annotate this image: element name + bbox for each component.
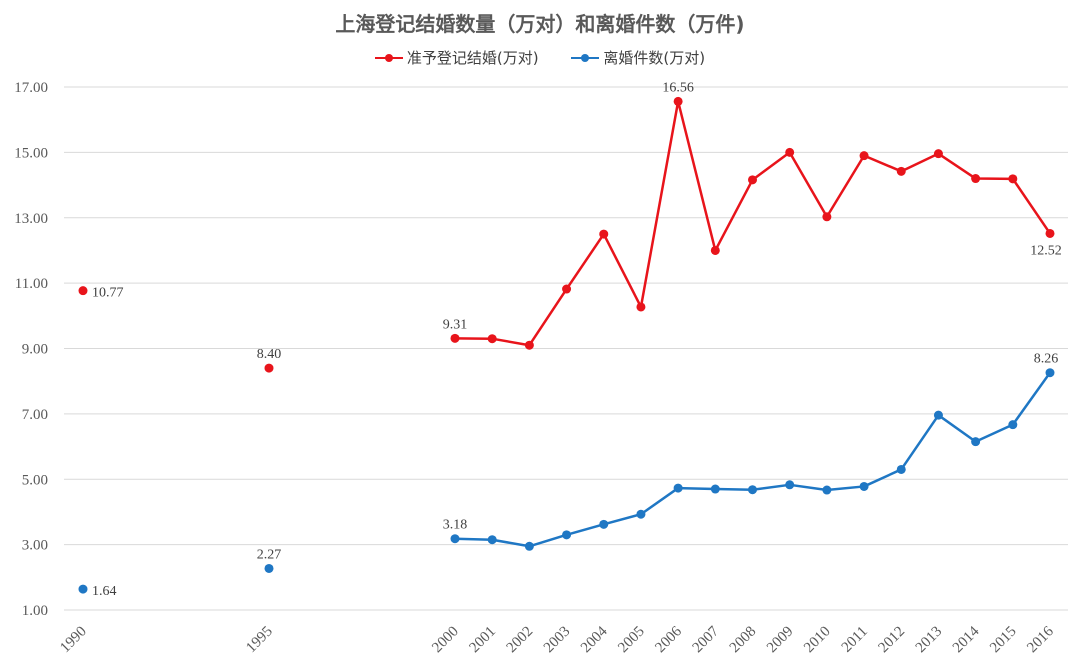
x-tick-label: 2008 xyxy=(727,624,760,657)
data-point xyxy=(487,535,497,545)
data-point xyxy=(487,334,497,344)
data-label: 1.64 xyxy=(92,584,117,599)
y-tick-label: 7.00 xyxy=(22,407,48,423)
data-point xyxy=(859,151,869,161)
data-point xyxy=(599,229,609,239)
y-tick-label: 1.00 xyxy=(22,603,48,619)
chart-title: 上海登记结婚数量（万对）和离婚件数（万件) xyxy=(335,12,745,36)
data-point xyxy=(599,519,609,529)
data-label: 10.77 xyxy=(92,286,124,301)
data-point xyxy=(1008,174,1018,184)
series-line-1 xyxy=(454,371,1052,548)
y-tick-label: 9.00 xyxy=(22,342,48,358)
legend: 准予登记结婚(万对) 离婚件数(万对) xyxy=(0,47,1080,68)
data-point xyxy=(673,96,683,106)
data-label: 9.31 xyxy=(443,317,468,332)
legend-item-divorce: 离婚件数(万对) xyxy=(571,47,705,68)
data-point xyxy=(971,174,981,184)
data-point xyxy=(971,437,981,447)
legend-swatch-divorce xyxy=(571,52,600,64)
data-label: 3.18 xyxy=(443,518,468,533)
x-tick-label: 2011 xyxy=(839,624,871,656)
data-point xyxy=(450,534,460,544)
y-tick-label: 11.00 xyxy=(15,276,48,292)
data-point xyxy=(673,483,683,493)
data-point xyxy=(933,410,943,420)
data-point xyxy=(562,530,572,540)
series-line-0 xyxy=(454,100,1052,347)
data-point xyxy=(1008,420,1018,430)
data-point xyxy=(636,509,646,519)
data-point xyxy=(748,485,757,495)
data-point xyxy=(859,481,869,491)
data-point xyxy=(896,166,906,176)
data-point xyxy=(822,212,832,222)
data-point xyxy=(524,340,534,350)
data-point xyxy=(896,464,906,474)
data-point xyxy=(710,245,720,255)
legend-label-marriage: 准予登记结婚(万对) xyxy=(406,49,539,67)
y-tick-label: 5.00 xyxy=(22,472,48,488)
x-tick-label: 1995 xyxy=(243,624,276,657)
x-tick-label: 2001 xyxy=(466,624,499,657)
data-point xyxy=(78,286,88,296)
x-tick-label: 2006 xyxy=(652,623,685,656)
data-point xyxy=(450,333,460,343)
x-tick-label: 2010 xyxy=(801,624,834,657)
x-tick-label: 2013 xyxy=(913,624,946,657)
data-point xyxy=(562,284,572,294)
x-tick-label: 2004 xyxy=(578,623,611,656)
data-point xyxy=(1045,228,1055,238)
legend-item-marriage: 准予登记结婚(万对) xyxy=(374,47,539,68)
x-tick-label: 1990 xyxy=(57,624,90,657)
legend-label-divorce: 离婚件数(万对) xyxy=(603,49,706,67)
data-point xyxy=(264,363,274,373)
x-tick-label: 2003 xyxy=(541,624,574,657)
x-tick-label: 2002 xyxy=(504,624,537,657)
data-point xyxy=(264,563,274,573)
y-tick-label: 15.00 xyxy=(14,145,48,161)
data-label: 12.52 xyxy=(1030,243,1062,258)
y-tick-label: 17.00 xyxy=(14,80,48,96)
data-point xyxy=(636,302,646,312)
data-point xyxy=(710,484,720,494)
y-tick-label: 13.00 xyxy=(14,211,48,227)
x-tick-label: 2015 xyxy=(987,624,1020,657)
data-label: 16.56 xyxy=(662,80,694,95)
x-tick-label: 2016 xyxy=(1024,623,1057,656)
data-point xyxy=(933,149,943,159)
legend-swatch-marriage xyxy=(374,52,403,64)
data-point xyxy=(822,485,832,495)
data-label: 2.27 xyxy=(257,547,282,562)
data-point xyxy=(524,541,534,551)
y-tick-label: 3.00 xyxy=(22,538,48,554)
data-point xyxy=(1045,368,1055,378)
data-label: 8.26 xyxy=(1034,352,1059,367)
data-point xyxy=(78,584,88,594)
x-tick-label: 2005 xyxy=(615,624,648,657)
data-point xyxy=(785,480,795,490)
data-point xyxy=(785,147,795,157)
x-tick-label: 2007 xyxy=(690,623,723,656)
data-point xyxy=(748,175,757,185)
x-tick-label: 2000 xyxy=(429,624,462,657)
x-tick-label: 2012 xyxy=(876,624,909,657)
data-label: 8.40 xyxy=(257,347,282,362)
x-tick-label: 2014 xyxy=(950,623,983,656)
x-tick-label: 2009 xyxy=(764,624,797,657)
